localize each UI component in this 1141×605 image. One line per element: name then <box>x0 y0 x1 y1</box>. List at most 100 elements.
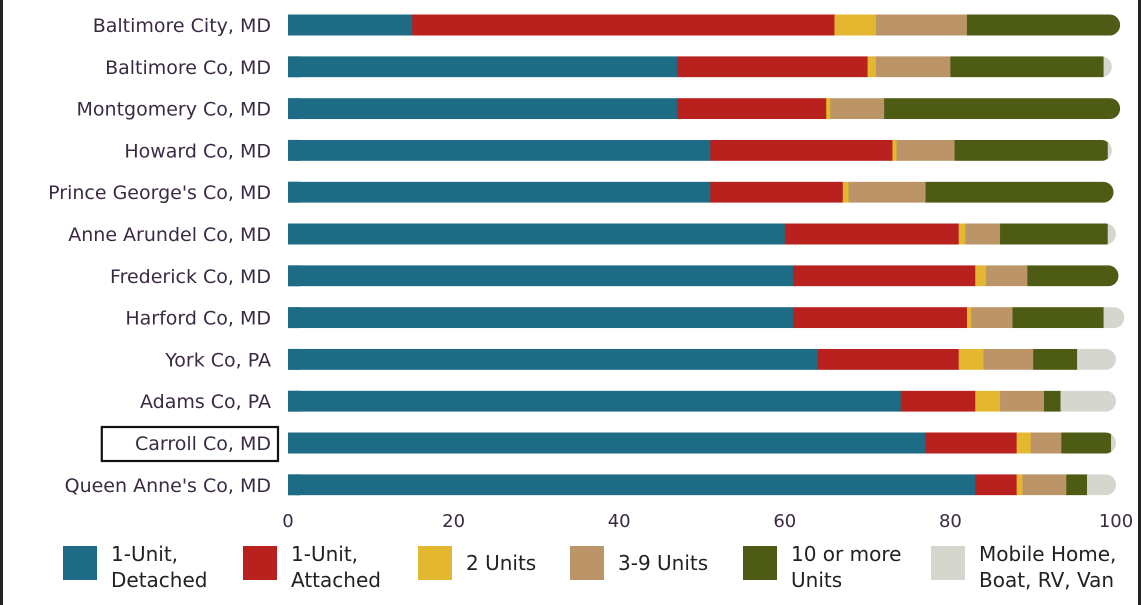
bar-start-cap <box>288 348 300 370</box>
bar-segment-1-unit-attached <box>793 307 968 329</box>
legend-swatch <box>63 546 97 580</box>
bars-layer <box>288 14 1125 496</box>
bar-segment-1-unit-detached <box>288 348 819 370</box>
legend-item-mobile-home-boat-rv-van: Mobile Home, Boat, RV, Van <box>931 542 1116 592</box>
bar-row-carroll-co-md <box>288 432 1116 454</box>
bar-row-montgomery-co-md <box>288 98 1121 120</box>
bar-segment-2-units <box>958 223 966 245</box>
bar-stack <box>288 56 1112 78</box>
bar-segment-3-9-units <box>1000 390 1045 412</box>
bar-start-cap <box>288 390 300 412</box>
bar-segment-mobile-home-boat-rv-van <box>1060 390 1116 412</box>
bar-segment-2-units <box>975 265 987 287</box>
legend-label: 2 Units <box>466 551 536 575</box>
bar-segment-1-unit-detached <box>288 181 711 203</box>
bar-segment-2-units <box>834 14 877 36</box>
highlight-box <box>100 425 280 463</box>
bar-segment-1-unit-attached <box>710 181 844 203</box>
bar-segment-10-or-more-units <box>1066 474 1088 496</box>
bar-segment-2-units <box>842 181 850 203</box>
category-label: Baltimore Co, MD <box>105 57 271 79</box>
x-tick-label: 20 <box>442 511 465 532</box>
bar-segment-3-9-units <box>830 98 885 120</box>
bar-stack <box>288 265 1119 287</box>
bar-segment-1-unit-detached <box>288 98 678 120</box>
bar-segment-3-9-units <box>971 307 1014 329</box>
bar-start-cap <box>288 181 300 203</box>
bar-segment-1-unit-attached <box>677 98 827 120</box>
bar-stack <box>288 139 1112 161</box>
bar-segment-3-9-units <box>1022 474 1067 496</box>
category-label: Baltimore City, MD <box>93 15 271 37</box>
bar-segment-1-unit-attached <box>793 265 976 287</box>
legend-item-3-9-units: 3-9 Units <box>570 546 708 580</box>
bar-segment-3-9-units <box>875 56 951 78</box>
legend-swatch <box>418 546 452 580</box>
bar-row-howard-co-md <box>288 139 1112 161</box>
x-axis-ticks: 0 20 40 60 80 100 <box>282 511 1133 532</box>
legend-item-10-or-more-units: 10 or more Units <box>743 542 901 592</box>
legend-label: Mobile Home, Boat, RV, Van <box>979 542 1116 592</box>
bar-stack <box>288 307 1125 329</box>
bar-row-anne-arundel-co-md <box>288 223 1116 245</box>
bar-segment-3-9-units <box>875 14 968 36</box>
bar-segment-10-or-more-units <box>950 56 1105 78</box>
category-label: Prince George's Co, MD <box>48 182 271 204</box>
bar-start-cap <box>288 98 300 120</box>
bar-segment-1-unit-detached <box>288 14 413 36</box>
bar-start-cap <box>288 307 300 329</box>
bar-stack <box>288 98 1121 120</box>
bar-segment-mobile-home-boat-rv-van <box>1107 139 1112 161</box>
category-labels: Baltimore City, MD Baltimore Co, MD Montgo… <box>48 15 280 497</box>
bar-row-queen-anne-s-co-md <box>288 474 1116 496</box>
bar-segment-mobile-home-boat-rv-van <box>1087 474 1116 496</box>
bar-segment-2-units <box>867 56 877 78</box>
bar-row-baltimore-city-md <box>288 14 1121 36</box>
bar-segment-mobile-home-boat-rv-van <box>1111 432 1116 454</box>
bar-stack <box>288 14 1121 36</box>
bar-segment-1-unit-attached <box>677 56 869 78</box>
x-tick-label: 0 <box>282 511 293 532</box>
bar-segment-1-unit-attached <box>784 223 960 245</box>
bar-row-baltimore-co-md <box>288 56 1112 78</box>
bar-segment-1-unit-detached <box>288 265 794 287</box>
bar-segment-mobile-home-boat-rv-van <box>1103 307 1125 329</box>
bar-segment-3-9-units <box>983 348 1034 370</box>
category-label: Anne Arundel Co, MD <box>68 224 271 246</box>
x-tick-label: 80 <box>939 511 962 532</box>
bar-segment-10-or-more-units <box>1012 307 1105 329</box>
category-label: Montgomery Co, MD <box>77 99 271 121</box>
bar-start-cap <box>288 432 300 454</box>
legend-item-1-unit-detached: 1-Unit, Detached <box>63 542 207 592</box>
bar-row-prince-george-s-co-md <box>288 181 1114 203</box>
bar-segment-2-units <box>1016 432 1032 454</box>
bar-segment-2-units <box>958 348 985 370</box>
legend-label: 3-9 Units <box>618 551 708 575</box>
legend-label: 10 or more Units <box>791 542 901 592</box>
legend-label: 1-Unit, Attached <box>291 542 381 592</box>
category-label: York Co, PA <box>164 349 271 371</box>
legend-item-2-units: 2 Units <box>418 546 536 580</box>
bar-segment-10-or-more-units <box>884 98 1121 120</box>
bar-segment-1-unit-attached <box>412 14 836 36</box>
x-tick-label: 40 <box>608 511 631 532</box>
bar-start-cap <box>288 56 300 78</box>
bar-start-cap <box>288 139 300 161</box>
bar-segment-10-or-more-units <box>966 14 1121 36</box>
bar-segment-1-unit-detached <box>288 307 794 329</box>
category-label: Howard Co, MD <box>124 140 271 162</box>
bar-segment-1-unit-attached <box>710 139 894 161</box>
legend-swatch <box>570 546 604 580</box>
category-label: Harford Co, MD <box>125 308 271 330</box>
bar-segment-3-9-units <box>986 265 1029 287</box>
bar-segment-10-or-more-units <box>1043 390 1062 412</box>
bar-segment-1-unit-detached <box>288 223 786 245</box>
bar-segment-1-unit-detached <box>288 390 902 412</box>
bar-stack <box>288 223 1116 245</box>
bar-row-harford-co-md <box>288 307 1125 329</box>
bar-segment-3-9-units <box>965 223 1001 245</box>
category-label: Carroll Co, MD <box>135 433 271 455</box>
bar-start-cap <box>288 265 300 287</box>
bar-segment-1-unit-attached <box>975 474 1018 496</box>
